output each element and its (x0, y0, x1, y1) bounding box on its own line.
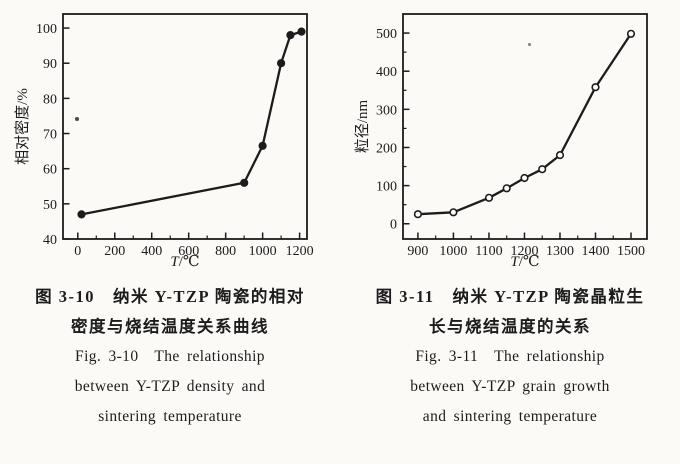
svg-text:0: 0 (74, 244, 81, 259)
svg-text:100: 100 (36, 22, 57, 37)
figure-3-10-caption: 图 3-10 纳米 Y-TZP 陶瓷的相对 密度与烧结温度关系曲线 Fig. 3… (0, 282, 340, 432)
caption-line-zh: 长与烧结温度的关系 (429, 317, 591, 336)
svg-text:80: 80 (43, 92, 57, 107)
caption-line-en: between Y-TZP density and (74, 378, 266, 395)
svg-text:300: 300 (376, 103, 397, 118)
svg-text:1500: 1500 (617, 244, 645, 259)
svg-text:T/℃: T/℃ (170, 254, 199, 270)
svg-text:1000: 1000 (439, 244, 467, 259)
svg-text:200: 200 (104, 244, 125, 259)
caption-line-en: Fig. 3-10 The relationship (75, 348, 265, 365)
figure-3-11: 900 1000 1100 1200 1300 1400 1500 0 100 200 300 400… (340, 0, 680, 432)
figure-3-10: 0 200 400 600 800 1000 1200 40 50 60 70 80 90 100 T/℃… (0, 0, 340, 432)
book-page: 0 200 400 600 800 1000 1200 40 50 60 70 80 90 100 T/℃… (0, 0, 680, 432)
svg-text:1400: 1400 (582, 244, 610, 259)
svg-text:60: 60 (43, 163, 57, 178)
svg-text:1100: 1100 (475, 244, 502, 259)
svg-text:800: 800 (215, 244, 236, 259)
svg-text:50: 50 (43, 198, 57, 213)
caption-line-en: between Y-TZP grain growth (410, 378, 610, 395)
svg-text:100: 100 (376, 180, 397, 195)
svg-text:70: 70 (43, 128, 57, 143)
svg-text:40: 40 (43, 233, 57, 248)
svg-text:400: 400 (141, 244, 162, 259)
svg-text:500: 500 (376, 27, 397, 42)
scan-speck (75, 117, 79, 121)
svg-text:200: 200 (376, 141, 397, 156)
svg-text:1200: 1200 (286, 244, 314, 259)
svg-text:相对密度/%: 相对密度/% (14, 88, 31, 165)
svg-text:900: 900 (407, 244, 428, 259)
relative-density-chart: 0 200 400 600 800 1000 1200 40 50 60 70 80 90 100 T/℃… (14, 13, 314, 270)
caption-line-en: and sintering temperature (422, 408, 598, 425)
svg-text:1000: 1000 (249, 244, 277, 259)
svg-text:400: 400 (376, 65, 397, 80)
svg-text:粒径/nm: 粒径/nm (354, 100, 371, 154)
svg-text:0: 0 (390, 218, 397, 233)
caption-line-zh: 图 3-11 纳米 Y-TZP 陶瓷晶粒生 (375, 287, 645, 306)
figure-3-11-caption: 图 3-11 纳米 Y-TZP 陶瓷晶粒生 长与烧结温度的关系 Fig. 3-1… (340, 282, 680, 432)
svg-text:600: 600 (178, 244, 199, 259)
caption-line-en: sintering temperature (98, 408, 242, 425)
scan-speck (528, 43, 531, 46)
caption-line-zh: 图 3-10 纳米 Y-TZP 陶瓷的相对 (35, 287, 305, 306)
svg-text:T/℃: T/℃ (510, 254, 539, 270)
caption-line-en: Fig. 3-11 The relationship (415, 348, 605, 365)
caption-line-zh: 密度与烧结温度关系曲线 (71, 317, 269, 336)
svg-text:1300: 1300 (546, 244, 574, 259)
svg-text:1200: 1200 (510, 244, 538, 259)
grain-size-chart: 900 1000 1100 1200 1300 1400 1500 0 100 200 300 400… (354, 13, 648, 270)
svg-text:90: 90 (43, 57, 57, 72)
